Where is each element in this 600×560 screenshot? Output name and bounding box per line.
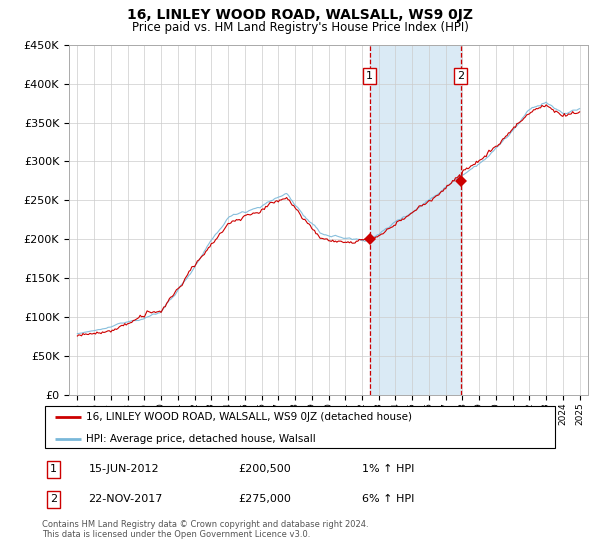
Text: £275,000: £275,000: [238, 494, 291, 505]
Text: Contains HM Land Registry data © Crown copyright and database right 2024.
This d: Contains HM Land Registry data © Crown c…: [42, 520, 368, 539]
Text: HPI: Average price, detached house, Walsall: HPI: Average price, detached house, Wals…: [86, 434, 316, 444]
Text: Price paid vs. HM Land Registry's House Price Index (HPI): Price paid vs. HM Land Registry's House …: [131, 21, 469, 34]
Text: 2: 2: [50, 494, 57, 505]
Bar: [370, 45, 461, 395]
FancyBboxPatch shape: [44, 405, 556, 449]
Text: 6% ↑ HPI: 6% ↑ HPI: [362, 494, 414, 505]
Text: 1: 1: [366, 71, 373, 81]
Text: 15-JUN-2012: 15-JUN-2012: [88, 464, 159, 474]
Text: 1% ↑ HPI: 1% ↑ HPI: [362, 464, 414, 474]
Text: 16, LINLEY WOOD ROAD, WALSALL, WS9 0JZ (detached house): 16, LINLEY WOOD ROAD, WALSALL, WS9 0JZ (…: [86, 412, 412, 422]
Text: 1: 1: [50, 464, 57, 474]
Text: £200,500: £200,500: [238, 464, 291, 474]
Text: 2: 2: [457, 71, 464, 81]
Text: 22-NOV-2017: 22-NOV-2017: [88, 494, 163, 505]
Text: 16, LINLEY WOOD ROAD, WALSALL, WS9 0JZ: 16, LINLEY WOOD ROAD, WALSALL, WS9 0JZ: [127, 8, 473, 22]
